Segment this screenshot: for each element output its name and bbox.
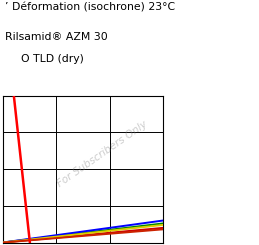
Text: ’ Déformation (isochrone) 23°C: ’ Déformation (isochrone) 23°C — [5, 2, 175, 12]
Text: For Subscribers Only: For Subscribers Only — [55, 119, 149, 189]
Text: O TLD (dry): O TLD (dry) — [21, 54, 84, 64]
Text: Rilsamid® AZM 30: Rilsamid® AZM 30 — [5, 32, 108, 42]
